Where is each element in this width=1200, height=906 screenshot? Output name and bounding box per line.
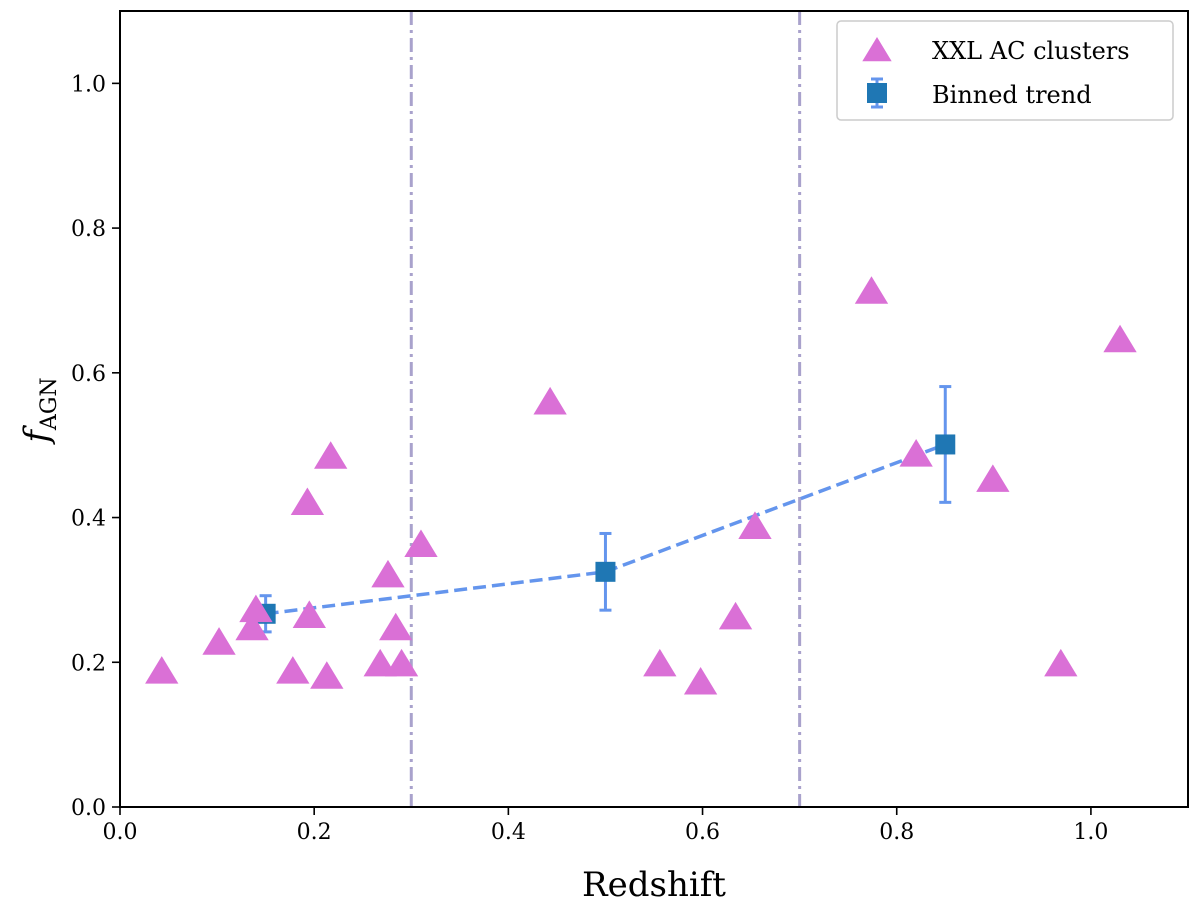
cluster-point bbox=[976, 464, 1010, 492]
y-tick-label: 0.4 bbox=[71, 507, 106, 532]
y-axis-title-sub: AGN bbox=[37, 377, 62, 431]
cluster-point bbox=[202, 627, 236, 655]
cluster-point bbox=[239, 594, 273, 623]
cluster-point bbox=[292, 600, 326, 628]
binned-trend-series bbox=[255, 385, 956, 634]
cluster-point bbox=[310, 661, 344, 689]
vertical-reference-lines bbox=[409, 11, 802, 807]
cluster-point bbox=[290, 487, 325, 516]
y-tick-label: 0.0 bbox=[71, 796, 106, 821]
x-tick-label: 0.0 bbox=[103, 820, 138, 845]
trend-point bbox=[935, 434, 956, 455]
cluster-point bbox=[738, 511, 772, 539]
x-tick-label: 1.0 bbox=[1073, 820, 1108, 845]
cluster-point bbox=[683, 666, 718, 695]
cluster-point bbox=[718, 601, 753, 630]
cluster-point bbox=[854, 276, 889, 304]
cluster-point bbox=[1044, 648, 1078, 677]
legend-square-marker bbox=[867, 83, 887, 103]
cluster-point bbox=[1103, 324, 1137, 353]
cluster-point bbox=[379, 612, 413, 641]
cluster-point bbox=[643, 648, 677, 677]
cluster-point bbox=[363, 648, 397, 677]
legend: XXL AC clusters Binned trend bbox=[836, 20, 1174, 121]
cluster-point bbox=[235, 612, 269, 641]
cluster-point bbox=[533, 386, 567, 415]
axes: 0.0 0.2 0.4 0.6 0.8 1.0 0.0 0.2 0.4 0.6 0.8 1.0 bbox=[71, 10, 1189, 845]
cluster-point bbox=[404, 529, 438, 558]
cluster-point bbox=[899, 439, 933, 467]
cluster-point bbox=[276, 656, 310, 684]
y-tick-label: 1.0 bbox=[71, 72, 106, 97]
y-tick-label: 0.6 bbox=[71, 362, 106, 387]
y-tick-label: 0.2 bbox=[71, 651, 106, 676]
cluster-points bbox=[145, 276, 1137, 695]
legend-label-trend: Binned trend bbox=[932, 81, 1092, 109]
x-tick-label: 0.8 bbox=[879, 820, 914, 845]
y-axis-title: fAGN bbox=[17, 377, 62, 445]
legend-box bbox=[836, 20, 1174, 121]
x-tick-label: 0.2 bbox=[297, 820, 332, 845]
cluster-point bbox=[314, 441, 348, 469]
legend-triangle-marker bbox=[862, 37, 892, 62]
cluster-point bbox=[145, 656, 179, 684]
x-tick-label: 0.4 bbox=[491, 820, 526, 845]
x-axis-title: Redshift bbox=[582, 865, 726, 905]
trend-point bbox=[595, 561, 616, 582]
plot-frame bbox=[119, 10, 1189, 808]
x-tick-label: 0.6 bbox=[685, 820, 720, 845]
y-tick-label: 0.8 bbox=[71, 217, 106, 242]
cluster-point bbox=[384, 648, 419, 677]
legend-label-clusters: XXL AC clusters bbox=[932, 37, 1130, 65]
cluster-point bbox=[371, 559, 405, 588]
